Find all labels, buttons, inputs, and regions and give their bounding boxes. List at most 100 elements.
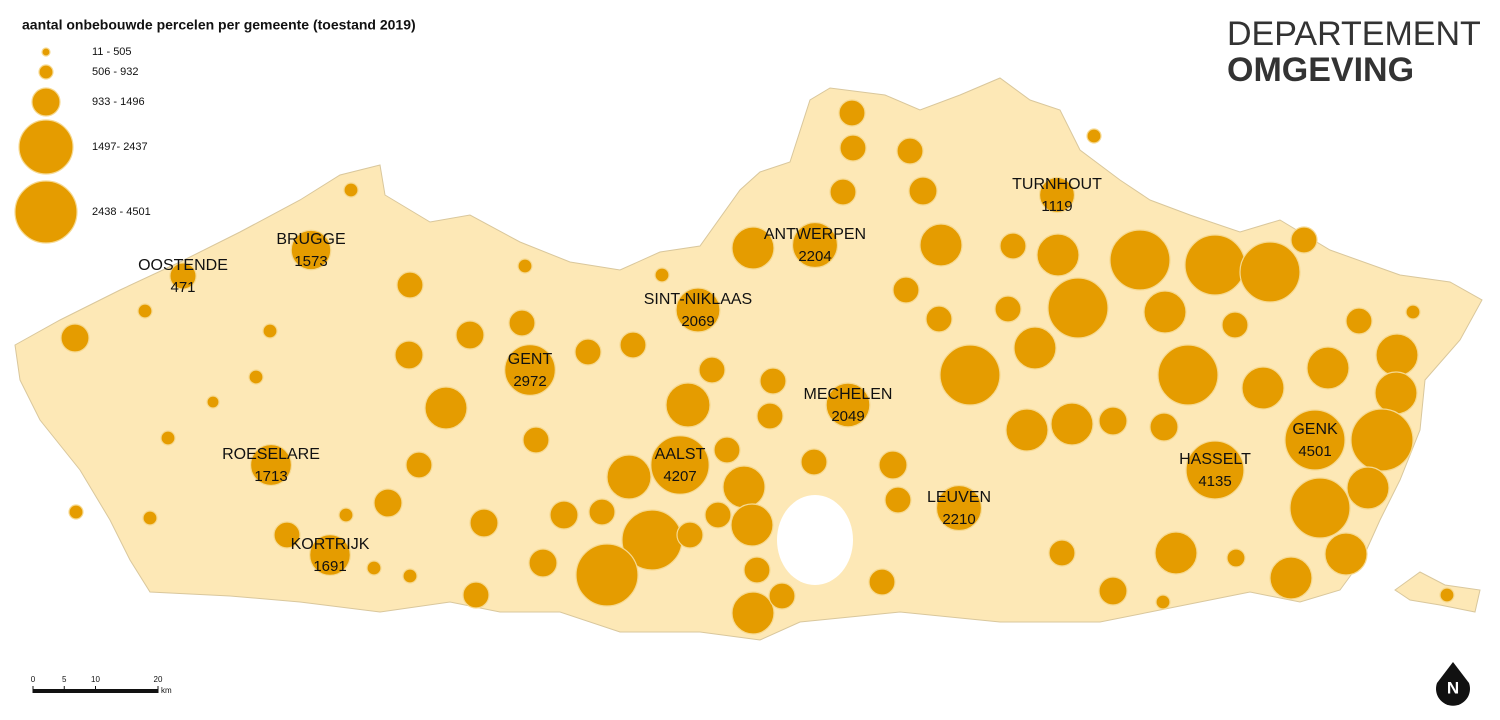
bubble bbox=[896, 137, 924, 165]
bubble bbox=[455, 320, 485, 350]
bubble bbox=[405, 451, 433, 479]
city-bubble bbox=[650, 435, 710, 495]
bubble bbox=[713, 436, 741, 464]
legend-label: 1497- 2437 bbox=[92, 141, 148, 153]
bubble bbox=[829, 178, 857, 206]
logo-line2: OMGEVING bbox=[1227, 51, 1414, 89]
city-name: MECHELEN bbox=[804, 386, 893, 403]
city-value: 1119 bbox=[1041, 198, 1072, 215]
legend-label: 2438 - 4501 bbox=[92, 206, 151, 218]
bubble bbox=[373, 488, 403, 518]
city-value: 1691 bbox=[313, 558, 346, 575]
region-shape-fragment bbox=[1394, 571, 1481, 613]
bubble bbox=[1345, 307, 1373, 335]
bubble bbox=[508, 309, 536, 337]
bubble bbox=[756, 402, 784, 430]
legend-label: 933 - 1496 bbox=[92, 96, 145, 108]
bubble bbox=[1239, 241, 1301, 303]
bubble bbox=[528, 548, 558, 578]
bubble bbox=[1036, 233, 1080, 277]
bubble bbox=[142, 510, 158, 526]
city-value: 471 bbox=[170, 279, 195, 296]
bubble bbox=[137, 303, 153, 319]
city-bubble bbox=[1284, 409, 1346, 471]
city-bubble bbox=[825, 382, 871, 428]
bubble bbox=[1374, 371, 1418, 415]
bubble bbox=[1439, 587, 1455, 603]
city-value: 1713 bbox=[254, 468, 287, 485]
bubble bbox=[1226, 548, 1246, 568]
north-arrow: N bbox=[1436, 662, 1470, 706]
legend-symbol bbox=[38, 64, 54, 80]
bubble bbox=[1289, 477, 1351, 539]
bubble bbox=[839, 134, 867, 162]
bubble bbox=[1241, 366, 1285, 410]
bubble bbox=[892, 276, 920, 304]
city-name: GENK bbox=[1292, 421, 1338, 438]
bubble bbox=[424, 386, 468, 430]
bubble bbox=[1086, 128, 1102, 144]
scale-unit: km bbox=[161, 686, 172, 695]
bubble bbox=[838, 99, 866, 127]
bubble bbox=[1109, 229, 1171, 291]
legend-symbol bbox=[41, 47, 51, 57]
city-value: 2210 bbox=[942, 511, 975, 528]
scale-tick-label: 20 bbox=[154, 675, 163, 684]
bubble bbox=[1143, 290, 1187, 334]
city-value: 4135 bbox=[1198, 473, 1231, 490]
north-arrow-shape bbox=[1436, 662, 1470, 706]
bubble bbox=[654, 267, 670, 283]
bubble bbox=[1157, 344, 1219, 406]
city-bubble bbox=[169, 262, 197, 290]
bubble bbox=[1405, 304, 1421, 320]
bubble bbox=[1154, 531, 1198, 575]
bubble bbox=[574, 338, 602, 366]
city-name: ANTWERPEN bbox=[764, 226, 866, 243]
municipality-bubbles bbox=[60, 99, 1455, 635]
city-name: AALST bbox=[655, 446, 706, 463]
city-name: GENT bbox=[508, 351, 553, 368]
bubble bbox=[366, 560, 382, 576]
city-value: 1573 bbox=[294, 253, 327, 270]
scale-tick-label: 10 bbox=[91, 675, 100, 684]
bubble bbox=[68, 504, 84, 520]
bubble bbox=[704, 501, 732, 529]
bubble bbox=[759, 367, 787, 395]
city-value: 4207 bbox=[663, 468, 696, 485]
bubble bbox=[1047, 277, 1109, 339]
city-value: 2972 bbox=[513, 373, 546, 390]
bubble bbox=[1013, 326, 1057, 370]
city-value: 2049 bbox=[831, 408, 864, 425]
bubble bbox=[273, 521, 301, 549]
bubble bbox=[999, 232, 1027, 260]
bubble bbox=[800, 448, 828, 476]
logo-line1: DEPARTEMENT bbox=[1227, 15, 1481, 53]
city-name: HASSELT bbox=[1179, 451, 1251, 468]
city-bubble bbox=[1038, 176, 1076, 214]
bubble bbox=[517, 258, 533, 274]
bubble bbox=[731, 591, 775, 635]
bubble bbox=[676, 521, 704, 549]
city-bubble bbox=[504, 344, 556, 396]
map-title: aantal onbebouwde percelen per gemeente … bbox=[22, 17, 416, 33]
bubble bbox=[619, 331, 647, 359]
bubble bbox=[606, 454, 652, 500]
bubble bbox=[1221, 311, 1249, 339]
bubble bbox=[160, 430, 176, 446]
bubble bbox=[1269, 556, 1313, 600]
bubble bbox=[1184, 234, 1246, 296]
city-name: ROESELARE bbox=[222, 446, 320, 463]
bubble bbox=[925, 305, 953, 333]
bubble bbox=[206, 395, 220, 409]
city-bubble bbox=[791, 221, 839, 269]
bubble bbox=[396, 271, 424, 299]
legend-symbol bbox=[31, 87, 61, 117]
city-layer: OOSTENDE 471 BRUGGE 1573 GENT 2972 SINT-NIKLAA… bbox=[138, 176, 1346, 576]
legend: 11 - 505 506 - 932 933 - 1496 1497- 2437 243… bbox=[14, 46, 151, 244]
bubble bbox=[731, 226, 775, 270]
scale-tick-label: 5 bbox=[62, 675, 67, 684]
legend-symbol bbox=[18, 119, 74, 175]
bubble bbox=[1098, 576, 1128, 606]
bubble bbox=[1306, 346, 1350, 390]
bubble bbox=[262, 323, 278, 339]
